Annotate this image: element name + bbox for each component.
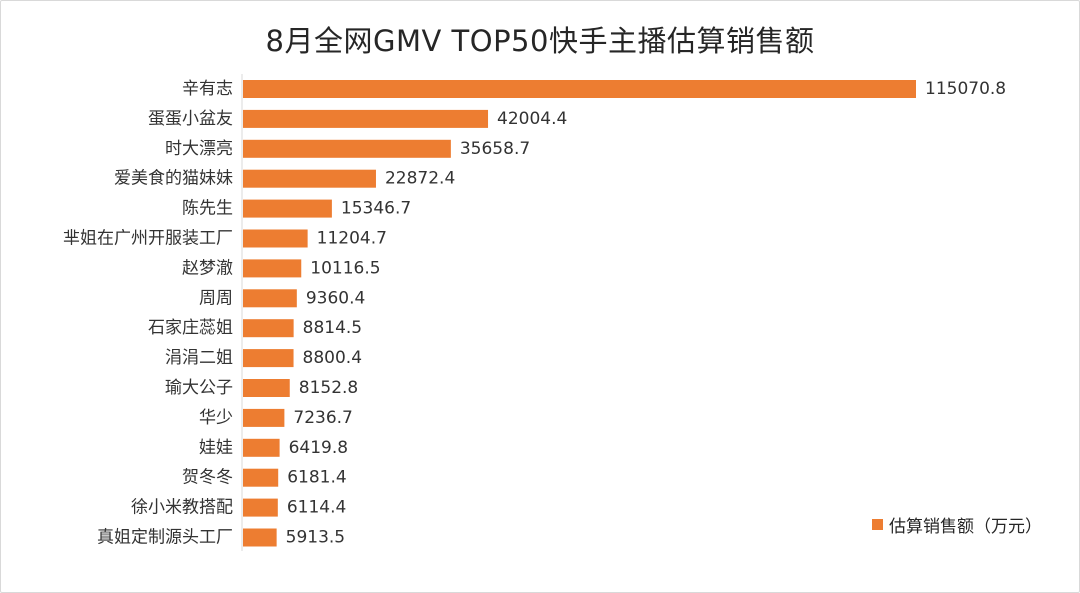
category-label: 贺冬冬 [182,468,233,488]
category-label: 真姐定制源头工厂 [97,528,233,548]
data-label: 7236.7 [293,408,352,428]
bar [243,289,297,308]
data-label: 115070.8 [925,79,1006,99]
category-label: 涓涓二姐 [165,348,233,368]
category-label: 娃娃 [199,438,233,458]
category-label: 爱美食的猫妹妹 [114,169,233,189]
data-label: 11204.7 [317,229,387,249]
legend-swatch [872,519,883,530]
category-label: 辛有志 [182,79,233,99]
data-label: 9360.4 [306,288,365,308]
chart-title: 8月全网GMV TOP50快手主播估算销售额 [265,24,815,58]
bar [243,259,302,278]
category-label: 陈先生 [182,199,233,219]
data-label: 6181.4 [287,468,346,488]
category-label: 赵梦澈 [182,258,233,278]
bar [243,438,280,457]
bar [243,109,489,128]
data-label: 8814.5 [303,318,362,338]
category-label: 芈姐在广州开服装工厂 [63,229,233,249]
data-label: 6114.4 [287,498,346,518]
bar [243,528,277,547]
data-label: 5913.5 [286,528,345,548]
category-label: 石家庄蕊姐 [148,318,233,338]
bar [243,139,451,158]
bar [243,349,294,368]
bar [243,408,285,427]
category-label: 周周 [199,288,233,308]
bar [243,379,290,397]
legend-label: 估算销售额（万元） [889,517,1042,537]
data-label: 6419.8 [289,438,348,458]
bar [243,468,279,487]
bar [243,169,376,188]
data-label: 42004.4 [497,109,567,129]
category-label: 徐小米教搭配 [131,498,233,518]
bar [243,498,278,517]
category-label: 华少 [199,408,233,428]
bar [243,199,332,218]
category-label: 时大漂亮 [165,139,233,159]
data-label: 22872.4 [385,169,455,189]
category-label: 蛋蛋小盆友 [148,109,233,129]
legend: 估算销售额（万元） [872,512,1042,537]
bar [243,80,916,98]
category-label: 瑜大公子 [165,378,233,398]
bar [243,319,294,338]
data-label: 15346.7 [341,199,411,219]
bar [243,229,308,248]
data-label: 35658.7 [460,139,530,159]
data-label: 8800.4 [303,348,362,368]
data-label: 8152.8 [299,378,358,398]
data-label: 10116.5 [310,258,380,278]
